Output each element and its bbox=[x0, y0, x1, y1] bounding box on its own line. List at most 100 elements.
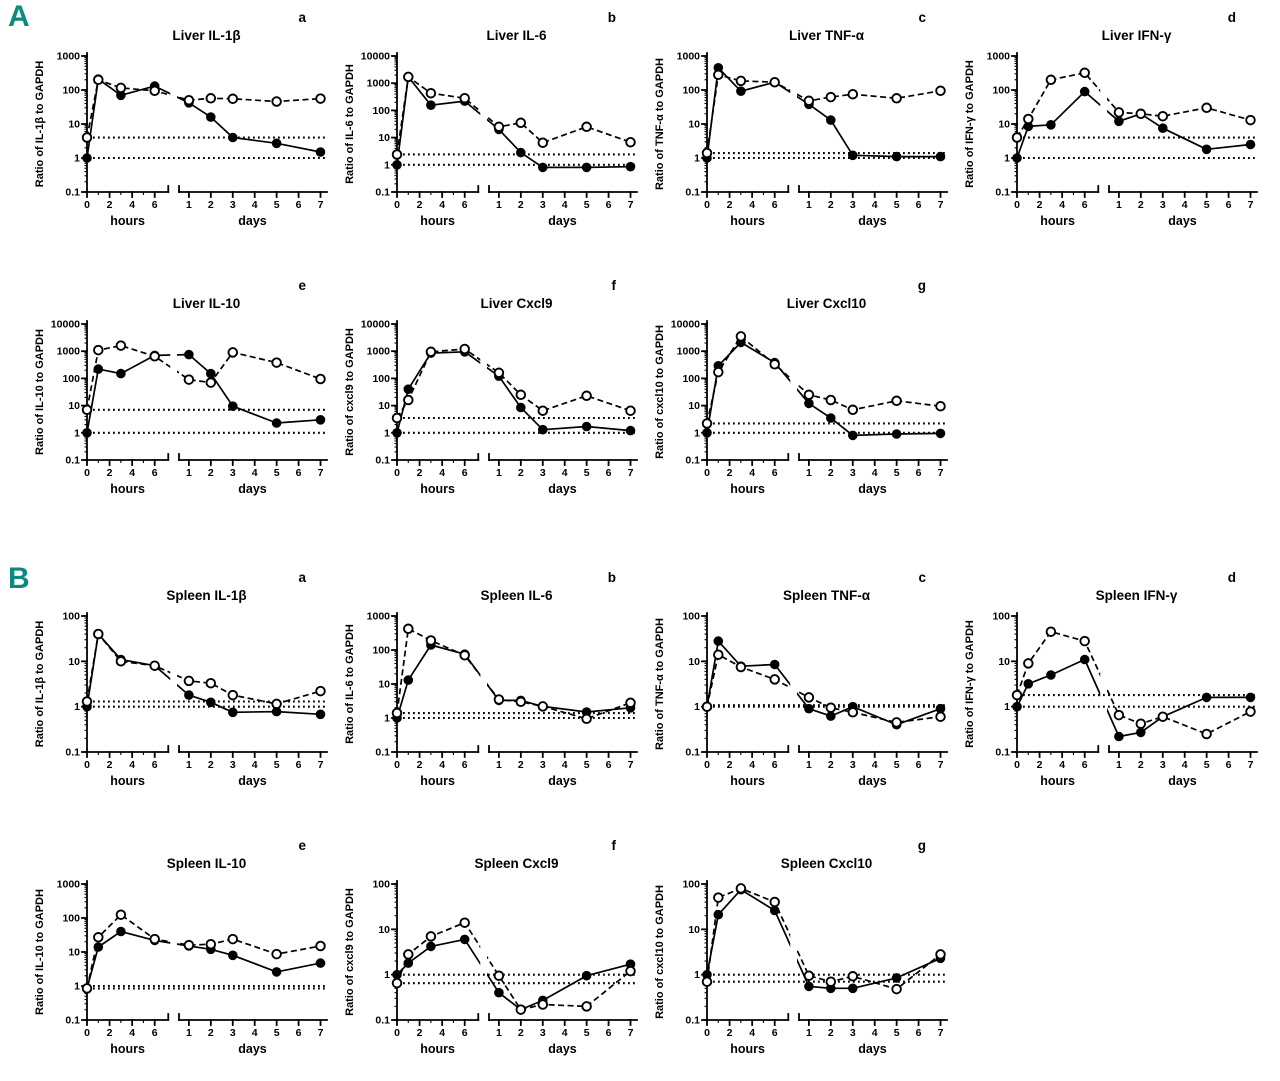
x-tick-label-days: 2 bbox=[518, 1027, 524, 1039]
open-circle-marker-icon bbox=[515, 1004, 527, 1015]
chart-letter: f bbox=[612, 838, 617, 853]
filled-circle-marker-icon bbox=[702, 428, 712, 438]
open-circle-marker-icon bbox=[425, 635, 437, 646]
y-tick-label: 1000 bbox=[987, 51, 1011, 63]
y-tick-label: 100 bbox=[372, 645, 390, 657]
filled-circle-marker-icon bbox=[538, 162, 548, 173]
y-axis-label: Ratio of IFN-γ to GAPDH bbox=[964, 60, 976, 188]
x-tick-label-days: 2 bbox=[208, 1027, 214, 1039]
open-circle-marker-icon bbox=[891, 395, 902, 407]
open-circle-marker-icon bbox=[149, 85, 160, 97]
open-circle-marker-icon bbox=[735, 331, 747, 342]
open-circle-marker-icon bbox=[515, 389, 527, 401]
series-line-filled-circle bbox=[706, 888, 941, 990]
x-tick-label-hours: 4 bbox=[439, 1027, 445, 1039]
open-circle-marker-icon bbox=[403, 949, 414, 960]
chart-title: Liver TNF-α bbox=[789, 28, 865, 43]
filled-circle-marker-icon bbox=[116, 368, 126, 379]
x-axis-title-hours: hours bbox=[420, 1042, 455, 1056]
open-circle-marker-icon bbox=[713, 892, 724, 903]
y-axis-label: Ratio of IL-6 to GAPDH bbox=[344, 64, 356, 184]
series-line-open-circle bbox=[706, 335, 941, 424]
x-axis-title-hours: hours bbox=[1040, 214, 1075, 228]
x-tick-label-days: 5 bbox=[584, 759, 590, 771]
x-tick-label-days: 7 bbox=[1248, 199, 1254, 211]
filled-circle-marker-icon bbox=[826, 413, 836, 423]
y-tick-label: 1000 bbox=[57, 879, 81, 891]
x-tick-label-days: 3 bbox=[850, 199, 856, 211]
filled-circle-marker-icon bbox=[93, 942, 104, 952]
chart-canvas: a Liver IL-1β Ratio of IL-1β to GAPDH 0.1 1 1… bbox=[34, 10, 328, 228]
series-line-filled-circle bbox=[86, 353, 321, 433]
y-tick-label: 1000 bbox=[677, 346, 701, 358]
y-axis-label: Ratio of IL-1β to GAPDH bbox=[34, 621, 46, 748]
open-circle-marker-icon bbox=[625, 136, 636, 148]
x-tick-label-hours: 4 bbox=[1059, 759, 1065, 771]
x-tick-label-days: 4 bbox=[252, 199, 258, 211]
x-tick-label-days: 1 bbox=[806, 199, 812, 211]
x-tick-label-days: 2 bbox=[828, 467, 834, 479]
x-tick-label-days: 5 bbox=[894, 1027, 900, 1039]
y-tick-label: 1000 bbox=[367, 611, 391, 623]
open-circle-marker-icon bbox=[315, 685, 326, 697]
y-tick-label: 1 bbox=[694, 701, 700, 713]
open-circle-marker-icon bbox=[891, 93, 902, 104]
open-circle-marker-icon bbox=[537, 701, 549, 712]
x-tick-label-days: 7 bbox=[318, 759, 324, 771]
chart-canvas: f Liver Cxcl9 Ratio of cxcl9 to GAPDH 0.1 1 1… bbox=[344, 278, 638, 496]
y-tick-label: 10000 bbox=[361, 319, 390, 331]
x-tick-label-days: 5 bbox=[1204, 759, 1210, 771]
y-axis-label: Ratio of IL-10 to GAPDH bbox=[34, 889, 46, 1015]
open-circle-marker-icon bbox=[1045, 626, 1057, 637]
x-tick-label-days: 7 bbox=[318, 467, 324, 479]
open-circle-marker-icon bbox=[227, 689, 239, 701]
chart-letter: g bbox=[918, 278, 926, 293]
y-tick-label: 10 bbox=[688, 119, 700, 131]
filled-circle-marker-icon bbox=[1023, 679, 1034, 689]
filled-circle-marker-icon bbox=[1079, 86, 1090, 97]
x-tick-label-days: 7 bbox=[628, 759, 634, 771]
y-axis-label: Ratio of cxcl9 to GAPDH bbox=[344, 328, 356, 456]
filled-circle-marker-icon bbox=[228, 707, 238, 718]
open-circle-marker-icon bbox=[183, 94, 195, 106]
chart-title: Spleen Cxcl9 bbox=[474, 856, 558, 871]
y-tick-label: 100 bbox=[992, 85, 1010, 97]
filled-circle-marker-icon bbox=[769, 659, 780, 670]
open-circle-marker-icon bbox=[537, 999, 549, 1010]
filled-circle-marker-icon bbox=[891, 429, 902, 439]
x-tick-label-hours: 6 bbox=[152, 1027, 158, 1039]
open-circle-marker-icon bbox=[735, 661, 747, 673]
y-tick-label: 1000 bbox=[57, 51, 81, 63]
x-tick-label-days: 1 bbox=[186, 467, 192, 479]
x-tick-label-days: 4 bbox=[872, 759, 878, 771]
x-axis-title-hours: hours bbox=[730, 1042, 765, 1056]
chart-liver-ifn-: d Liver IFN-γ Ratio of IFN-γ to GAPDH 0.1 1 1… bbox=[960, 6, 1266, 252]
x-tick-label-days: 1 bbox=[186, 1027, 192, 1039]
filled-circle-marker-icon bbox=[184, 690, 194, 700]
x-tick-label-hours: 4 bbox=[749, 759, 755, 771]
filled-circle-marker-icon bbox=[315, 709, 326, 720]
x-axis-title-days: days bbox=[238, 482, 267, 496]
x-axis-title-hours: hours bbox=[420, 214, 455, 228]
filled-circle-marker-icon bbox=[826, 711, 836, 721]
filled-circle-marker-icon bbox=[271, 967, 282, 977]
filled-circle-marker-icon bbox=[228, 401, 238, 411]
x-tick-label-days: 6 bbox=[296, 199, 302, 211]
x-tick-label-days: 4 bbox=[562, 1027, 568, 1039]
open-circle-marker-icon bbox=[1079, 635, 1090, 647]
open-circle-marker-icon bbox=[581, 121, 592, 133]
x-tick-label-days: 2 bbox=[828, 759, 834, 771]
series-line-open-circle bbox=[1016, 630, 1251, 735]
open-circle-marker-icon bbox=[315, 93, 326, 104]
open-circle-marker-icon bbox=[403, 394, 414, 406]
x-tick-label-hours: 2 bbox=[727, 759, 733, 771]
x-tick-label-days: 3 bbox=[1160, 199, 1166, 211]
x-tick-label-days: 2 bbox=[208, 759, 214, 771]
x-tick-label-days: 7 bbox=[938, 199, 944, 211]
x-tick-label-days: 5 bbox=[894, 759, 900, 771]
y-tick-label: 100 bbox=[682, 611, 700, 623]
open-circle-marker-icon bbox=[935, 400, 946, 412]
open-circle-marker-icon bbox=[459, 92, 470, 104]
